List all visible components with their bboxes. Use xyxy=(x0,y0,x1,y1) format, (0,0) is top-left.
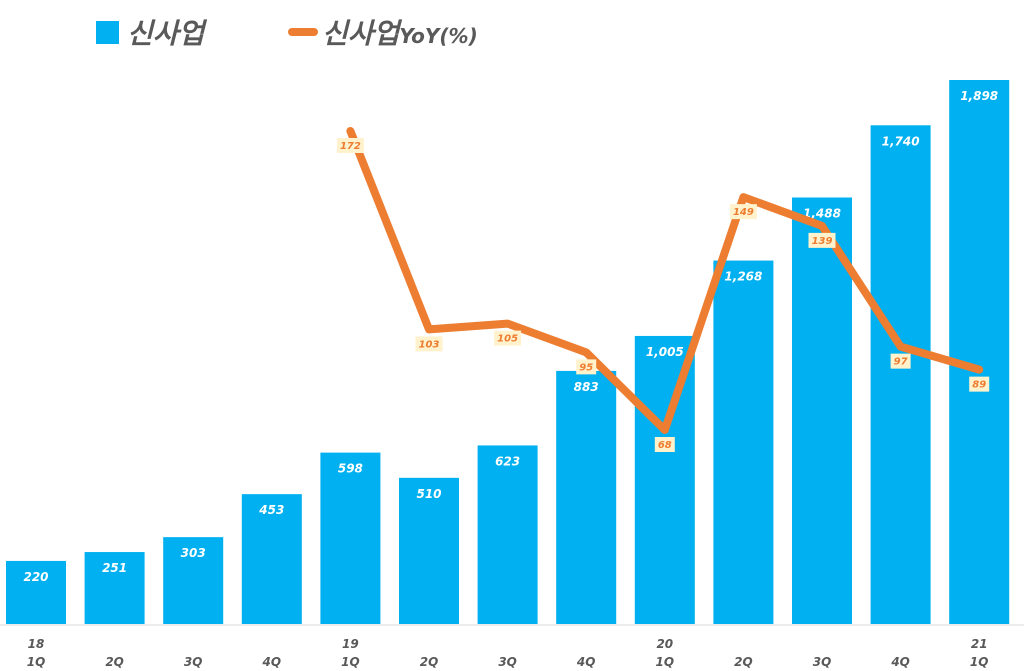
yoy-label-box xyxy=(415,336,443,352)
yoy-label-box xyxy=(890,353,911,369)
yoy-label-box xyxy=(576,359,597,375)
x-tick-quarter: 3Q xyxy=(498,655,517,669)
bar xyxy=(6,560,66,624)
yoy-label-box xyxy=(654,437,675,452)
yoy-value-label: 139 xyxy=(812,236,833,247)
x-tick-year: 18 xyxy=(28,637,45,651)
yoy-label-box xyxy=(808,232,836,248)
x-tick-quarter: 2Q xyxy=(734,655,753,669)
bar-value-label: 1,268 xyxy=(724,270,762,284)
yoy-line xyxy=(346,127,984,434)
bar xyxy=(949,80,1010,624)
legend-item-line: 신사업YoY(%) xyxy=(288,10,478,54)
legend-line-main: 신사업 xyxy=(322,17,400,50)
legend-line-suffix: YoY(%) xyxy=(399,24,478,48)
legend-label-bar: 신사업 xyxy=(127,17,205,50)
bar-value-label: 1,740 xyxy=(882,134,920,148)
bar xyxy=(399,477,459,624)
yoy-label-box xyxy=(336,138,364,153)
yoy-value-label: 149 xyxy=(733,207,754,218)
bar-value-label: 220 xyxy=(23,570,48,584)
bar xyxy=(84,552,145,624)
bar-value-label: 623 xyxy=(495,454,520,468)
yoy-label-box xyxy=(494,330,522,346)
bar-value-label: 598 xyxy=(338,462,363,476)
bar-value-label: 1,488 xyxy=(803,207,841,221)
x-tick-quarter: 4Q xyxy=(890,655,910,669)
bar-swatch-icon xyxy=(96,20,119,44)
legend-label-line: 신사업YoY(%) xyxy=(322,12,478,52)
yoy-value-label: 95 xyxy=(579,362,593,373)
x-tick-year: 19 xyxy=(342,637,359,651)
x-tick-quarter: 1Q xyxy=(656,655,675,669)
bar xyxy=(241,494,302,624)
yoy-value-label: 103 xyxy=(419,339,440,350)
bar xyxy=(792,197,852,624)
x-tick-quarter: 2Q xyxy=(105,655,124,669)
bar-value-label: 251 xyxy=(102,561,127,575)
line-swatch-icon xyxy=(288,28,318,36)
yoy-label-box xyxy=(729,204,757,220)
x-tick-quarter: 3Q xyxy=(813,655,832,669)
x-tick-year: 20 xyxy=(656,637,673,651)
yoy-value-label: 105 xyxy=(497,334,518,345)
yoy-label-box xyxy=(969,376,990,392)
bar xyxy=(634,335,695,624)
bar-value-label: 1,898 xyxy=(960,89,998,103)
bar-value-label: 453 xyxy=(258,503,284,517)
bar xyxy=(556,370,617,624)
bar-value-label: 1,005 xyxy=(646,345,684,359)
bar xyxy=(713,260,774,624)
x-tick-quarter: 1Q xyxy=(970,655,989,669)
bar-value-label: 303 xyxy=(181,546,206,560)
bar xyxy=(870,125,931,625)
yoy-value-label: 172 xyxy=(340,141,361,152)
bar xyxy=(477,445,538,624)
bar-value-label: 883 xyxy=(574,380,599,394)
bar-value-label: 510 xyxy=(416,487,441,501)
yoy-value-label: 68 xyxy=(658,440,672,451)
bar xyxy=(320,452,381,624)
chart-legend: 신사업 신사업YoY(%) xyxy=(0,10,1024,54)
x-tick-quarter: 1Q xyxy=(341,655,360,669)
x-tick-quarter: 2Q xyxy=(420,655,439,669)
bar xyxy=(163,537,224,624)
x-tick-quarter: 4Q xyxy=(262,655,282,669)
x-tick-quarter: 3Q xyxy=(184,655,203,669)
x-tick-year: 21 xyxy=(971,637,988,651)
x-tick-quarter: 4Q xyxy=(576,655,596,669)
yoy-value-label: 89 xyxy=(972,380,986,391)
yoy-value-label: 97 xyxy=(894,357,908,368)
x-tick-quarter: 1Q xyxy=(27,655,46,669)
legend-item-bar: 신사업 xyxy=(96,10,204,54)
